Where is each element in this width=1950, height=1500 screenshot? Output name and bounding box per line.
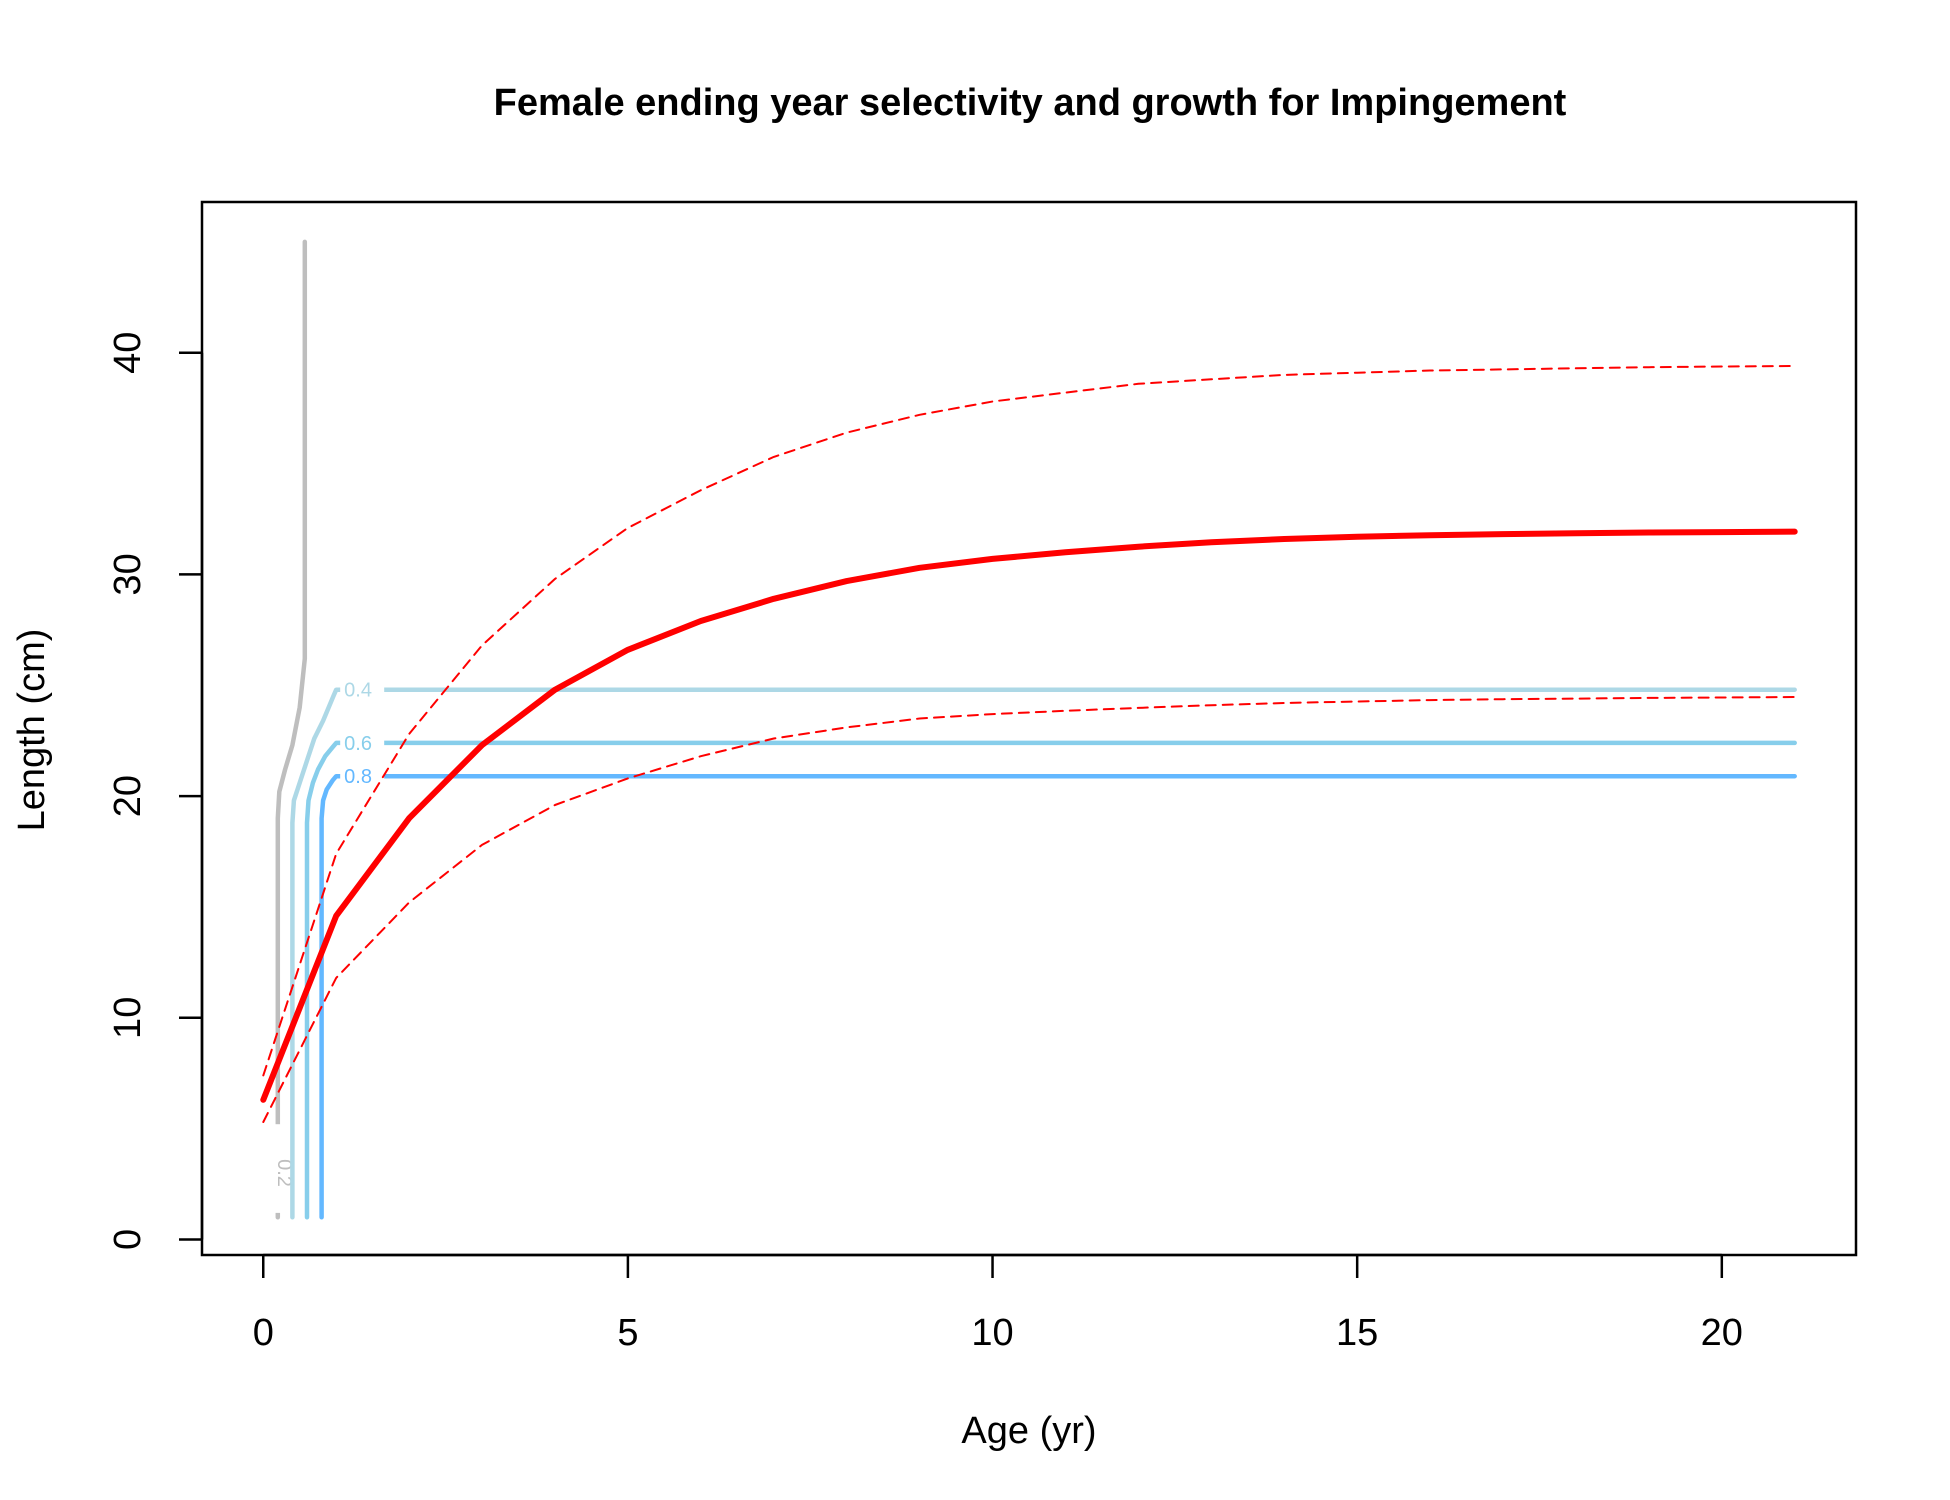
selectivity-contour-line <box>304 740 1797 1220</box>
plot-frame <box>200 200 1858 1257</box>
length-interval-line <box>262 696 1796 1123</box>
mean-length-line <box>260 528 1798 1103</box>
contour-label-gap <box>269 1124 286 1213</box>
chart-title: Female ending year selectivity and growt… <box>494 82 1567 124</box>
contour-label: 0.4 <box>344 680 372 702</box>
contour-label: 0.8 <box>344 766 372 788</box>
y-tick-label: 30 <box>107 553 149 595</box>
length-interval-line <box>262 365 1796 1077</box>
x-tick-label: 0 <box>253 1312 274 1354</box>
contour-label: 0.6 <box>344 733 372 755</box>
y-tick-label: 10 <box>107 997 149 1039</box>
selectivity-contour-line <box>319 773 1797 1220</box>
x-axis-title: Age (yr) <box>961 1410 1096 1452</box>
x-axis: 0 5 10 15 20 <box>253 1253 1743 1354</box>
y-axis: 0 10 20 30 40 <box>107 332 204 1250</box>
x-tick-label: 20 <box>1701 1312 1743 1354</box>
y-axis-title: Length (cm) <box>11 629 53 832</box>
growth-curves <box>260 365 1798 1123</box>
contour-label-gap <box>340 768 385 785</box>
y-tick-label: 20 <box>107 775 149 817</box>
selectivity-contour-line <box>275 239 308 1220</box>
x-tick-label: 5 <box>617 1312 638 1354</box>
selectivity-contour-line <box>290 687 1797 1220</box>
contour-label: 0.2 <box>273 1159 295 1187</box>
y-tick-label: 40 <box>107 332 149 374</box>
x-tick-label: 15 <box>1336 1312 1378 1354</box>
x-tick-label: 10 <box>971 1312 1013 1354</box>
y-tick-label: 0 <box>107 1229 149 1250</box>
contour-label-gap <box>340 734 385 751</box>
contour-label-gap <box>340 681 385 698</box>
